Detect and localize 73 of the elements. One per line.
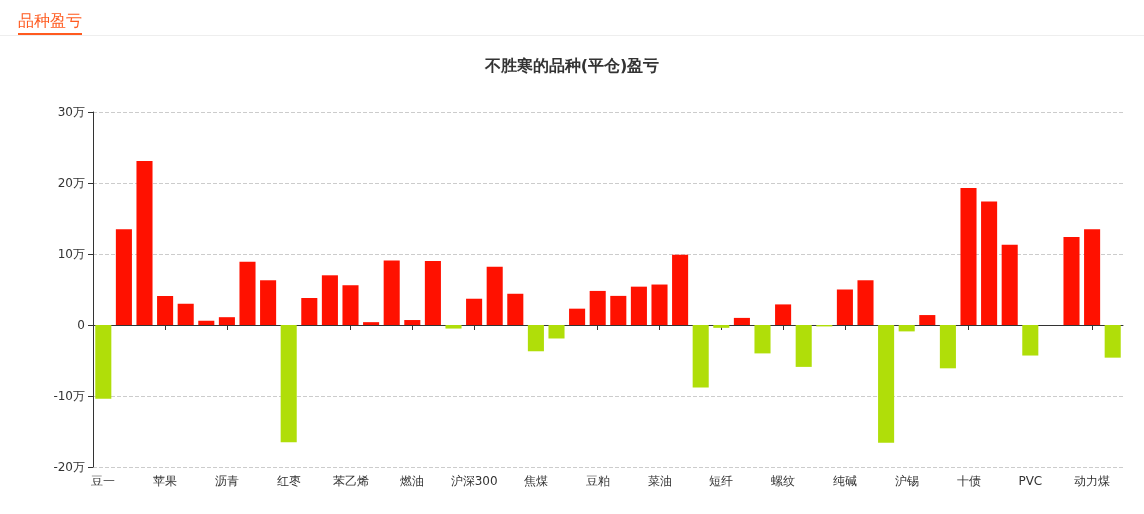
bar xyxy=(692,325,709,388)
bar xyxy=(651,284,668,325)
bar xyxy=(1084,229,1101,325)
bar xyxy=(527,325,544,352)
x-tick-label: 苯乙烯 xyxy=(332,474,369,488)
text: 品种盈亏 xyxy=(18,10,82,35)
y-tick-label: 20万 xyxy=(57,176,85,190)
bar xyxy=(919,315,936,325)
bar xyxy=(445,325,462,329)
bar xyxy=(95,325,112,399)
x-tick-label: 焦煤 xyxy=(523,474,548,488)
bar xyxy=(589,290,606,325)
x-tick-label: 燃油 xyxy=(400,474,425,488)
bar xyxy=(960,187,977,325)
bar xyxy=(754,325,771,354)
x-tick-label: 十债 xyxy=(956,474,981,488)
x-tick-label: 沪锡 xyxy=(894,474,919,488)
y-tick-label: -10万 xyxy=(53,389,85,403)
bar xyxy=(177,303,194,325)
bar xyxy=(733,317,750,325)
bar xyxy=(157,295,174,325)
bar xyxy=(260,280,277,325)
bar xyxy=(795,325,812,367)
x-tick-label: 短纤 xyxy=(709,474,734,488)
bar xyxy=(569,308,586,325)
bar xyxy=(1104,325,1121,358)
bar xyxy=(610,295,627,325)
bar xyxy=(1001,244,1018,325)
x-tick-label: 纯碱 xyxy=(832,474,857,488)
bar xyxy=(239,261,256,325)
bar xyxy=(857,280,874,325)
bar xyxy=(218,317,235,325)
bar xyxy=(939,325,956,369)
bar xyxy=(301,298,318,325)
x-tick-label: 螺纹 xyxy=(771,474,796,488)
x-tick-label: PVC xyxy=(1018,474,1043,488)
bar xyxy=(486,266,503,325)
bar xyxy=(466,298,483,325)
bar xyxy=(363,322,380,325)
bar xyxy=(198,320,215,325)
bar xyxy=(981,201,998,325)
x-tick-label: 红枣 xyxy=(276,474,301,488)
bar xyxy=(548,325,565,339)
bar xyxy=(672,254,689,325)
bar xyxy=(713,325,730,328)
chart-title: 不胜寒的品种(平仓)盈亏 xyxy=(483,55,660,75)
bar xyxy=(898,325,915,332)
bar xyxy=(404,320,421,325)
bar xyxy=(878,325,895,443)
y-tick-label: 10万 xyxy=(57,247,85,261)
bar xyxy=(1022,325,1039,356)
y-tick-label: 0 xyxy=(77,318,85,332)
x-tick-label: 沪深300 xyxy=(450,474,498,488)
bar xyxy=(630,286,647,325)
bar xyxy=(836,289,853,325)
bar xyxy=(424,261,441,325)
x-tick-label: 豆一 xyxy=(91,474,116,488)
bar xyxy=(342,285,359,325)
x-tick-label: 苹果 xyxy=(153,474,178,488)
bar xyxy=(383,260,400,325)
bar xyxy=(1063,236,1080,325)
y-tick-label: -20万 xyxy=(53,460,85,474)
x-tick-label: 菜油 xyxy=(647,474,672,488)
x-tick-label: 豆粕 xyxy=(585,474,610,488)
x-tick-label: 动力煤 xyxy=(1074,474,1111,488)
y-tick-label: 30万 xyxy=(57,105,85,119)
bar xyxy=(321,275,338,325)
bar xyxy=(775,304,792,325)
bar xyxy=(136,160,153,325)
bar xyxy=(507,293,524,325)
x-tick-label: 沥青 xyxy=(214,474,239,488)
bar xyxy=(280,325,297,443)
bar xyxy=(115,229,132,325)
